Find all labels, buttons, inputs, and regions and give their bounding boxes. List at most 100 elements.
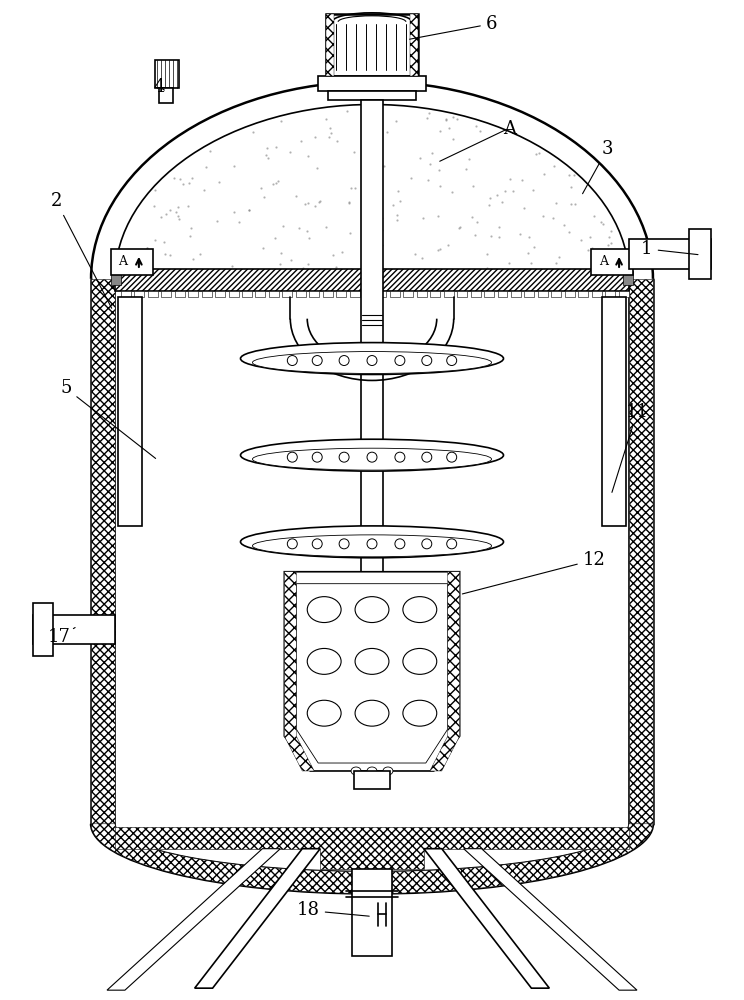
Bar xyxy=(591,249,633,275)
Ellipse shape xyxy=(307,648,341,674)
Bar xyxy=(155,60,179,88)
Bar xyxy=(326,14,334,76)
Bar xyxy=(158,88,173,103)
Ellipse shape xyxy=(240,343,504,374)
Bar xyxy=(430,291,440,297)
Ellipse shape xyxy=(240,526,504,558)
Text: 17: 17 xyxy=(48,628,75,646)
Circle shape xyxy=(367,452,377,462)
Circle shape xyxy=(422,452,432,462)
Circle shape xyxy=(367,539,377,549)
Bar xyxy=(323,291,333,297)
Bar xyxy=(296,291,306,297)
Bar xyxy=(310,291,319,297)
Bar xyxy=(269,291,279,297)
Bar xyxy=(352,869,392,956)
Circle shape xyxy=(395,539,405,549)
Bar xyxy=(484,291,494,297)
Bar xyxy=(318,76,426,91)
Text: 5: 5 xyxy=(60,379,155,458)
Bar xyxy=(135,291,144,297)
Bar xyxy=(525,291,534,297)
Bar xyxy=(363,291,373,297)
Bar xyxy=(215,291,225,297)
Circle shape xyxy=(287,539,298,549)
Ellipse shape xyxy=(307,597,341,623)
Circle shape xyxy=(446,356,457,366)
Ellipse shape xyxy=(252,352,492,373)
Polygon shape xyxy=(115,827,629,869)
Bar xyxy=(242,291,252,297)
Bar xyxy=(578,291,589,297)
Polygon shape xyxy=(629,279,653,824)
Ellipse shape xyxy=(307,700,341,726)
Circle shape xyxy=(395,452,405,462)
Bar xyxy=(565,291,575,297)
Circle shape xyxy=(339,356,349,366)
Bar xyxy=(498,291,507,297)
Circle shape xyxy=(339,539,349,549)
Bar xyxy=(390,291,400,297)
Bar xyxy=(443,291,454,297)
Bar xyxy=(148,291,158,297)
Ellipse shape xyxy=(355,648,389,674)
Polygon shape xyxy=(464,849,637,990)
Bar xyxy=(689,229,711,279)
Circle shape xyxy=(339,452,349,462)
Circle shape xyxy=(446,539,457,549)
Polygon shape xyxy=(284,572,460,771)
Bar xyxy=(354,771,390,789)
Text: 1: 1 xyxy=(641,240,698,258)
Bar xyxy=(602,297,626,526)
Bar xyxy=(457,291,467,297)
Bar xyxy=(336,291,346,297)
Bar xyxy=(376,291,386,297)
Bar xyxy=(118,297,142,526)
Bar xyxy=(350,291,359,297)
Circle shape xyxy=(367,356,377,366)
Ellipse shape xyxy=(367,767,377,775)
Ellipse shape xyxy=(355,597,389,623)
Bar xyxy=(471,291,481,297)
Polygon shape xyxy=(296,584,448,763)
Bar xyxy=(623,271,633,285)
Polygon shape xyxy=(107,849,280,990)
Circle shape xyxy=(312,452,322,462)
Text: A: A xyxy=(599,255,608,268)
Bar xyxy=(551,291,561,297)
Bar xyxy=(410,14,418,76)
Bar xyxy=(629,239,711,269)
Bar xyxy=(417,291,427,297)
Circle shape xyxy=(312,539,322,549)
Bar xyxy=(618,291,629,297)
Bar xyxy=(538,291,548,297)
Bar xyxy=(111,249,153,275)
Polygon shape xyxy=(195,849,320,988)
Ellipse shape xyxy=(383,767,393,775)
Circle shape xyxy=(395,356,405,366)
Bar xyxy=(188,291,198,297)
Bar xyxy=(605,291,615,297)
Bar xyxy=(115,269,629,291)
Circle shape xyxy=(446,452,457,462)
Text: A: A xyxy=(118,255,127,268)
Circle shape xyxy=(287,452,298,462)
Polygon shape xyxy=(284,572,314,771)
Circle shape xyxy=(422,356,432,366)
Bar xyxy=(326,14,418,76)
Bar xyxy=(591,291,602,297)
Text: 2: 2 xyxy=(51,192,112,308)
Ellipse shape xyxy=(351,767,361,775)
Bar xyxy=(403,291,414,297)
Bar xyxy=(175,291,185,297)
Bar xyxy=(111,271,121,285)
Bar xyxy=(255,291,266,297)
Bar xyxy=(202,291,211,297)
Text: A: A xyxy=(503,120,516,138)
Ellipse shape xyxy=(403,597,437,623)
Bar xyxy=(33,603,53,656)
Polygon shape xyxy=(424,849,549,988)
Ellipse shape xyxy=(252,535,492,557)
Text: 18: 18 xyxy=(297,901,369,919)
Ellipse shape xyxy=(403,700,437,726)
